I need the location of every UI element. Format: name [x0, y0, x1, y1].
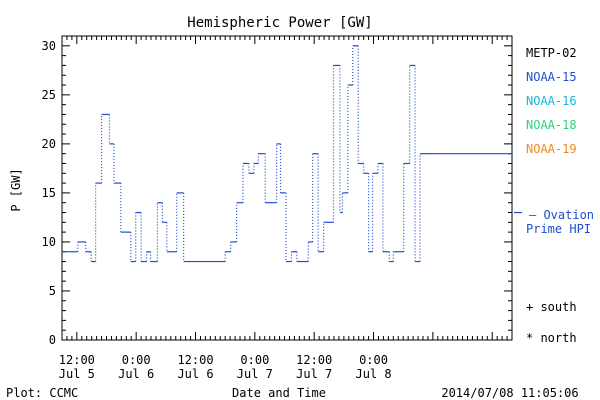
- legend-entry: NOAA-16: [526, 94, 577, 108]
- south-marker-label: + south: [526, 300, 577, 314]
- y-tick-label: 10: [42, 235, 56, 249]
- x-tick-label-date: Jul 7: [296, 367, 332, 381]
- axis-ticks: [61, 35, 513, 341]
- plot-frame: [61, 35, 513, 341]
- x-tick-label-date: Jul 6: [118, 367, 154, 381]
- y-tick-label: 0: [49, 333, 56, 347]
- x-tick-label-time: 0:00: [122, 353, 151, 367]
- footer-timestamp: 2014/07/08 11:05:06: [441, 386, 578, 400]
- x-tick-label-time: 0:00: [359, 353, 388, 367]
- x-tick-label-date: Jul 7: [237, 367, 273, 381]
- ovation-label-line-2: Prime HPI: [526, 222, 591, 236]
- y-tick-label: 30: [42, 39, 56, 53]
- x-axis-label: Date and Time: [232, 386, 326, 400]
- legend-entry: NOAA-18: [526, 118, 577, 132]
- x-tick-label-time: 12:00: [59, 353, 95, 367]
- legend-entry: METP-02: [526, 46, 577, 60]
- x-tick-label-date: Jul 5: [59, 367, 95, 381]
- series-lines: [62, 45, 512, 263]
- y-tick-labels: 0 5 10 15 20 25 30: [42, 39, 56, 347]
- y-tick-label: 25: [42, 88, 56, 102]
- plot-axes: [61, 35, 522, 341]
- y-tick-label: 20: [42, 137, 56, 151]
- y-axis-label: P [GW]: [9, 168, 23, 211]
- legend-entry: NOAA-19: [526, 142, 577, 156]
- x-tick-label-date: Jul 8: [355, 367, 391, 381]
- footer-plot-credit: Plot: CCMC: [6, 386, 78, 400]
- legend: METP-02 NOAA-15 NOAA-16 NOAA-18 NOAA-19: [526, 46, 577, 156]
- chart-title: Hemispheric Power [GW]: [187, 15, 372, 31]
- legend-entry: NOAA-15: [526, 70, 577, 84]
- x-tick-label-time: 0:00: [240, 353, 269, 367]
- y-tick-label: 5: [49, 284, 56, 298]
- ovation-label-line-1: — Ovation: [529, 208, 594, 222]
- north-marker-label: * north: [526, 331, 577, 345]
- x-tick-label-time: 12:00: [177, 353, 213, 367]
- y-tick-label: 15: [42, 186, 56, 200]
- x-tick-label-date: Jul 6: [177, 367, 213, 381]
- x-tick-label-time: 12:00: [296, 353, 332, 367]
